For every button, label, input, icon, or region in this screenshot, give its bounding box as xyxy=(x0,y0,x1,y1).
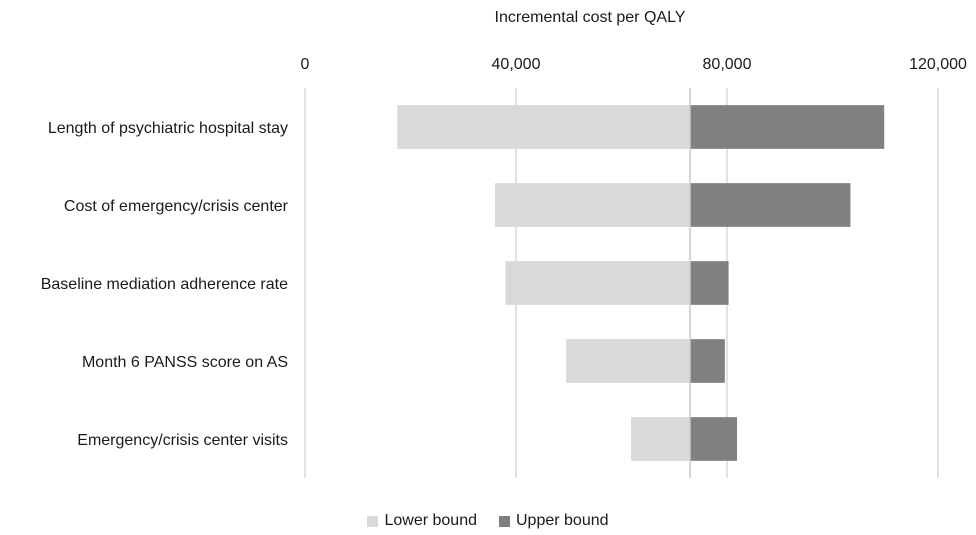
lower-bound-bar xyxy=(494,183,691,227)
legend-label: Upper bound xyxy=(516,512,609,529)
x-axis-title: Incremental cost per QALY xyxy=(495,9,686,26)
category-label: Length of psychiatric hospital stay xyxy=(48,120,288,137)
upper-bound-bar xyxy=(690,183,851,227)
lower-bound-bar xyxy=(505,261,691,305)
lower-bound-bar xyxy=(397,105,691,149)
legend-label: Lower bound xyxy=(384,512,477,529)
lower-bound-bar xyxy=(566,339,691,383)
legend-item: Upper bound xyxy=(499,512,609,530)
upper-bound-bar xyxy=(690,105,885,149)
upper-bound-bar xyxy=(690,339,725,383)
legend-swatch xyxy=(367,515,379,527)
legend: Lower bound Upper bound xyxy=(0,512,976,530)
legend-item: Lower bound xyxy=(367,512,477,530)
category-label: Emergency/crisis center visits xyxy=(77,432,288,449)
category-labels: Length of psychiatric hospital stay Cost … xyxy=(41,120,289,449)
upper-bound-bar xyxy=(690,261,729,305)
upper-bound-bar xyxy=(690,417,738,461)
legend-swatch xyxy=(499,515,510,527)
category-label: Baseline mediation adherence rate xyxy=(41,276,288,293)
lower-bound-bar xyxy=(630,417,691,461)
bars xyxy=(397,105,885,461)
x-tick-label: 40,000 xyxy=(492,56,541,73)
category-label: Month 6 PANSS score on AS xyxy=(82,354,288,371)
x-tick-label: 0 xyxy=(301,56,310,73)
x-tick-label: 80,000 xyxy=(703,56,752,73)
category-label: Cost of emergency/crisis center xyxy=(64,198,289,215)
x-tick-label: 120,000 xyxy=(909,56,967,73)
x-axis-ticks: 0 40,000 80,000 120,000 xyxy=(301,56,967,73)
